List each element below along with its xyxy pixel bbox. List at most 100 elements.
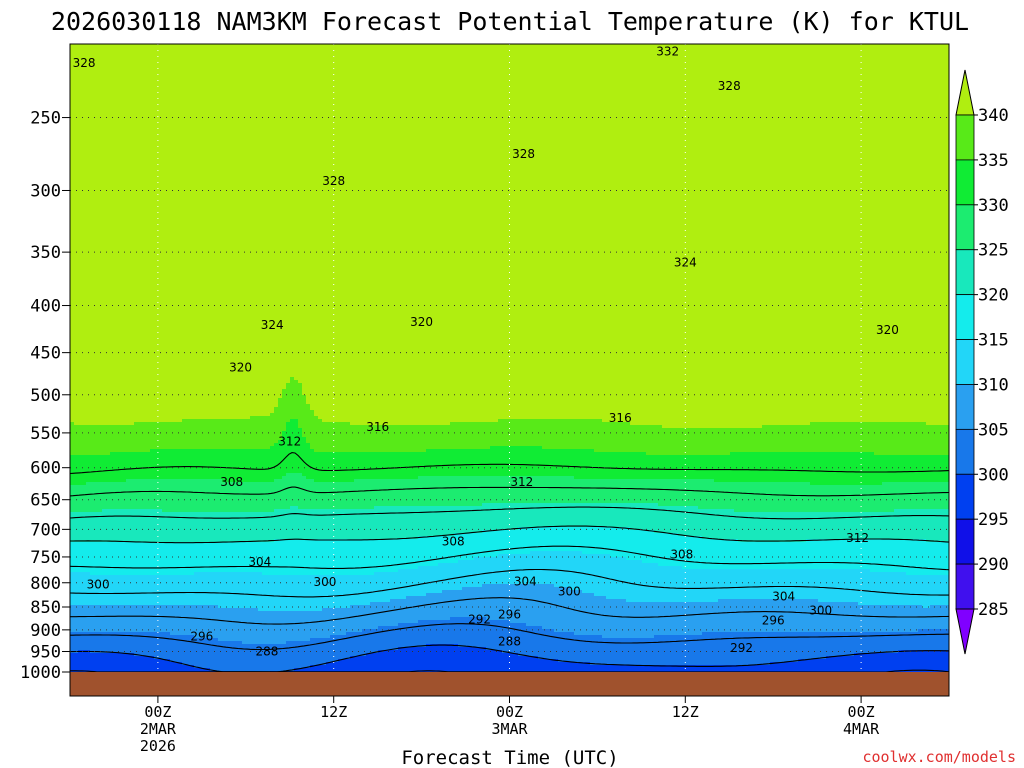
field-cell xyxy=(90,500,95,504)
field-cell xyxy=(90,266,95,270)
field-cell xyxy=(78,209,83,213)
field-cell xyxy=(74,434,79,438)
field-cell xyxy=(82,230,87,234)
field-cell xyxy=(98,146,103,150)
field-cell xyxy=(70,590,75,594)
field-cell xyxy=(90,179,95,183)
field-cell xyxy=(74,332,79,336)
field-cell xyxy=(74,506,79,510)
field-cell xyxy=(78,605,83,609)
field-cell xyxy=(94,659,99,663)
potential-temperature-fill xyxy=(70,44,949,675)
field-cell xyxy=(82,173,87,177)
field-cell xyxy=(78,188,83,192)
field-cell xyxy=(90,50,95,54)
field-cell xyxy=(94,89,99,93)
field-cell xyxy=(86,245,91,249)
field-cell xyxy=(94,614,99,618)
field-cell xyxy=(82,110,87,114)
field-cell xyxy=(90,578,95,582)
field-cell xyxy=(74,533,79,537)
field-cell xyxy=(70,257,75,261)
field-cell xyxy=(74,206,79,210)
field-cell xyxy=(86,542,91,546)
field-cell xyxy=(78,572,83,576)
field-cell xyxy=(94,200,99,204)
field-cell xyxy=(78,101,83,105)
field-cell xyxy=(78,155,83,159)
field-cell xyxy=(90,425,95,429)
field-cell xyxy=(82,215,87,219)
field-cell xyxy=(70,392,75,396)
field-cell xyxy=(86,533,91,537)
field-cell xyxy=(94,53,99,57)
field-cell xyxy=(78,122,83,126)
field-cell xyxy=(86,452,91,456)
field-cell xyxy=(90,557,95,561)
field-cell xyxy=(90,275,95,279)
field-cell xyxy=(98,71,103,75)
field-cell xyxy=(82,275,87,279)
field-cell xyxy=(86,221,91,225)
field-cell xyxy=(78,653,83,657)
field-cell xyxy=(82,308,87,312)
field-cell xyxy=(90,224,95,228)
field-cell xyxy=(90,509,95,513)
field-cell xyxy=(82,104,87,108)
field-cell xyxy=(70,503,75,507)
field-cell xyxy=(94,422,99,426)
field-cell xyxy=(90,347,95,351)
field-cell xyxy=(90,245,95,249)
field-cell xyxy=(94,377,99,381)
field-cell xyxy=(70,53,75,57)
field-cell xyxy=(78,98,83,102)
field-cell xyxy=(74,182,79,186)
field-cell xyxy=(70,512,75,516)
field-cell xyxy=(70,554,75,558)
field-cell xyxy=(86,254,91,258)
field-cell xyxy=(94,554,99,558)
field-cell xyxy=(94,581,99,585)
field-cell xyxy=(90,80,95,84)
field-cell xyxy=(86,134,91,138)
field-cell xyxy=(74,392,79,396)
field-cell xyxy=(90,188,95,192)
field-cell xyxy=(82,524,87,528)
field-cell xyxy=(90,344,95,348)
field-cell xyxy=(82,143,87,147)
field-cell xyxy=(74,647,79,651)
field-cell xyxy=(86,602,91,606)
field-cell xyxy=(78,452,83,456)
field-cell xyxy=(90,566,95,570)
field-cell xyxy=(74,59,79,63)
field-cell xyxy=(78,497,83,501)
field-cell xyxy=(86,95,91,99)
field-cell xyxy=(78,344,83,348)
field-cell xyxy=(70,545,75,549)
field-cell xyxy=(70,482,75,486)
field-cell xyxy=(70,623,75,627)
field-cell xyxy=(94,341,99,345)
field-cell xyxy=(82,128,87,132)
field-cell xyxy=(70,452,75,456)
field-cell xyxy=(86,314,91,318)
field-cell xyxy=(86,638,91,642)
field-cell xyxy=(94,314,99,318)
field-cell xyxy=(90,626,95,630)
field-cell xyxy=(90,392,95,396)
field-cell xyxy=(82,626,87,630)
field-cell xyxy=(70,158,75,162)
field-cell xyxy=(94,632,99,636)
field-cell xyxy=(70,401,75,405)
field-cell xyxy=(70,578,75,582)
field-cell xyxy=(78,566,83,570)
field-cell xyxy=(86,551,91,555)
field-cell xyxy=(74,590,79,594)
field-cell xyxy=(78,281,83,285)
field-cell xyxy=(94,62,99,66)
field-cell xyxy=(94,575,99,579)
field-cell xyxy=(90,542,95,546)
field-cell xyxy=(78,494,83,498)
field-cell xyxy=(90,326,95,330)
field-cell xyxy=(74,383,79,387)
